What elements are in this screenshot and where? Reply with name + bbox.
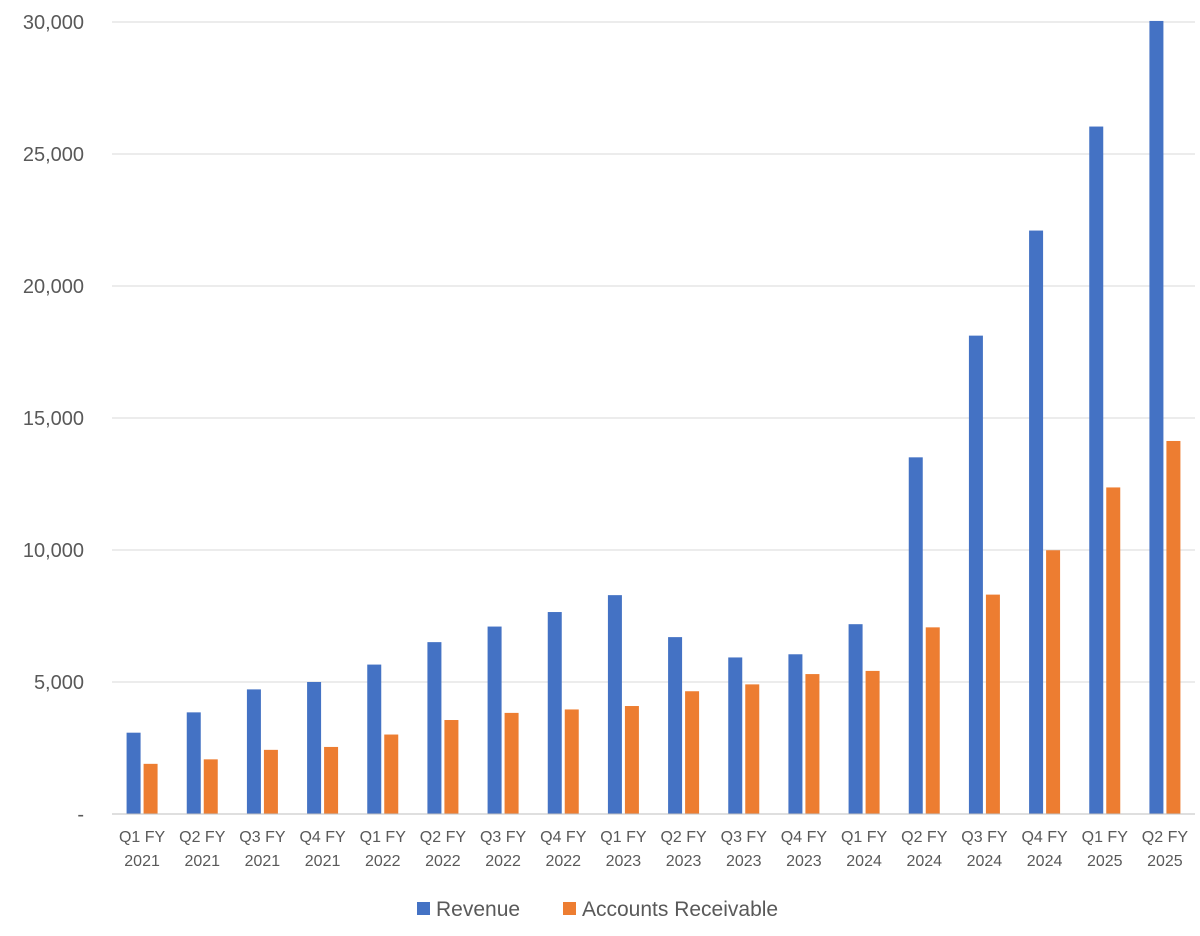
accounts-receivable-bar (504, 712, 519, 814)
x-tick-label: Q4 FY (781, 829, 828, 846)
x-tick-label: 2023 (726, 853, 762, 870)
gridlines (112, 21, 1195, 683)
x-tick-label: Q4 FY (1021, 829, 1068, 846)
y-tick-label: 20,000 (23, 276, 84, 298)
x-tick-label: 2021 (184, 853, 220, 870)
x-tick-label: Q2 FY (420, 829, 467, 846)
x-tick-label: 2022 (365, 853, 401, 870)
accounts-receivable-bar (925, 627, 940, 814)
x-tick-label: Q1 FY (119, 829, 166, 846)
x-tick-label: 2023 (666, 853, 702, 870)
revenue-bar (908, 457, 923, 814)
x-tick-label: Q1 FY (841, 829, 888, 846)
legend-swatch (563, 902, 576, 915)
x-tick-label: Q3 FY (721, 829, 768, 846)
x-tick-label: Q2 FY (660, 829, 707, 846)
x-tick-label: Q2 FY (179, 829, 226, 846)
accounts-receivable-bar (384, 734, 399, 814)
accounts-receivable-bar (985, 594, 1000, 814)
revenue-bar (728, 657, 743, 814)
revenue-bar (547, 612, 562, 814)
x-tick-label: 2021 (305, 853, 341, 870)
y-tick-label: 5,000 (34, 672, 84, 694)
x-tick-label: Q4 FY (540, 829, 587, 846)
x-tick-label: 2024 (906, 853, 942, 870)
accounts-receivable-bar (1106, 487, 1121, 814)
revenue-bar (1089, 126, 1104, 814)
x-tick-label: 2021 (124, 853, 160, 870)
x-tick-label: Q1 FY (1082, 829, 1129, 846)
revenue-bar (126, 732, 141, 814)
revenue-bar (1149, 20, 1164, 815)
x-tick-label: Q3 FY (239, 829, 286, 846)
x-tick-label: 2024 (1027, 853, 1063, 870)
legend-accounts-receivable: Accounts Receivable (563, 898, 778, 921)
bars (126, 20, 1181, 815)
x-axis: Q1 FY 2021 Q2 FY 2021 Q3 FY 2021 Q4 FY 2021 Q1 F… (112, 813, 1195, 870)
legend-revenue: Revenue (417, 898, 520, 921)
x-tick-label: 2023 (786, 853, 822, 870)
x-tick-label: 2021 (245, 853, 281, 870)
accounts-receivable-bar (444, 720, 459, 814)
revenue-bar (487, 626, 502, 814)
revenue-bar (848, 624, 863, 814)
x-tick-label: 2022 (425, 853, 461, 870)
accounts-receivable-bar (263, 749, 278, 814)
accounts-receivable-bar (1166, 440, 1181, 814)
x-tick-label: Q2 FY (901, 829, 948, 846)
accounts-receivable-bar (564, 709, 579, 814)
accounts-receivable-bar (143, 763, 158, 814)
legend-label: Accounts Receivable (582, 898, 778, 921)
y-tick-label: 30,000 (23, 12, 84, 34)
x-tick-label: 2022 (485, 853, 521, 870)
x-tick-label: 2024 (967, 853, 1003, 870)
x-tick-label: 2024 (846, 853, 882, 870)
revenue-bar (186, 712, 201, 814)
accounts-receivable-bar (624, 706, 639, 814)
accounts-receivable-bar (805, 674, 820, 814)
accounts-receivable-bar (1046, 550, 1061, 814)
revenue-bar (246, 689, 261, 814)
accounts-receivable-bar (324, 746, 339, 814)
revenue-bar (968, 335, 983, 814)
y-tick-label: 10,000 (23, 540, 84, 562)
revenue-bar (788, 654, 803, 814)
x-tick-label: 2025 (1087, 853, 1123, 870)
x-tick-label: Q4 FY (299, 829, 346, 846)
x-tick-label: 2025 (1147, 853, 1183, 870)
x-tick-label: Q3 FY (961, 829, 1008, 846)
x-tick-label: 2023 (606, 853, 642, 870)
revenue-bar (1029, 230, 1044, 814)
accounts-receivable-bar (203, 759, 218, 814)
legend: Revenue Accounts Receivable (417, 898, 778, 921)
revenue-bar (427, 642, 442, 814)
x-tick-label: Q3 FY (480, 829, 527, 846)
x-tick-label: Q2 FY (1142, 829, 1189, 846)
y-tick-label: 15,000 (23, 408, 84, 430)
y-tick-label: - (77, 804, 84, 826)
revenue-bar (307, 682, 322, 814)
x-tick-label: 2022 (545, 853, 581, 870)
y-tick-label: 25,000 (23, 144, 84, 166)
accounts-receivable-bar (745, 684, 760, 814)
revenue-bar (607, 595, 622, 814)
revenue-bar (367, 664, 382, 814)
accounts-receivable-bar (685, 691, 700, 814)
y-axis-ticks: - 5,000 10,000 15,000 20,000 25,000 30,000 (23, 12, 84, 826)
accounts-receivable-bar (865, 670, 880, 814)
legend-label: Revenue (436, 898, 520, 921)
x-tick-label: Q1 FY (360, 829, 407, 846)
legend-swatch (417, 902, 430, 915)
x-tick-label: Q1 FY (600, 829, 647, 846)
revenue-bar (668, 637, 683, 814)
